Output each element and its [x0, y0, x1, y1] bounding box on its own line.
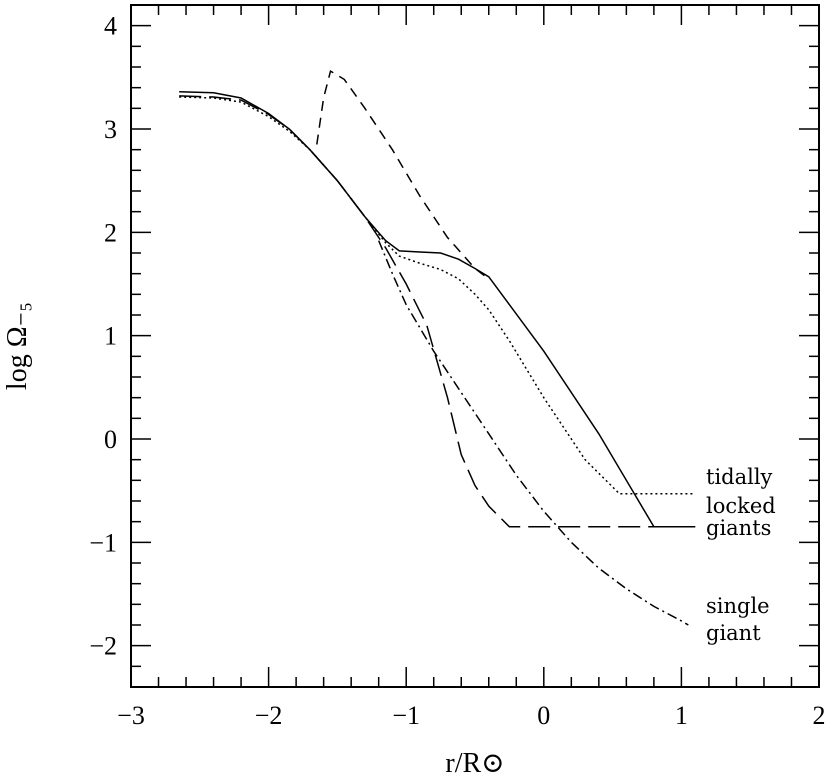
- x-axis-title: r/R⊙: [445, 748, 504, 779]
- x-tick-label: 2: [813, 701, 826, 730]
- annotation-tidally-locked: tidally locked giants: [706, 465, 776, 540]
- y-tick-label: −2: [89, 632, 117, 661]
- annotation-line-giant: giant: [706, 621, 761, 645]
- series-lines: [179, 69, 696, 626]
- y-axis-title: log Ω₋₅: [2, 302, 33, 390]
- y-tick-label: 4: [104, 12, 117, 41]
- x-tick-label: 1: [675, 701, 688, 730]
- y-tick-label: 3: [104, 115, 117, 144]
- plot-frame: [130, 4, 820, 688]
- series-line-dotted: [179, 96, 696, 495]
- series-line-dash-dot: [378, 240, 689, 626]
- x-tick-label: −2: [255, 701, 283, 730]
- y-tick-label: 2: [104, 218, 117, 247]
- axis-ticks: [130, 4, 820, 688]
- series-line-long-dash: [179, 95, 696, 528]
- x-tick-label: −1: [392, 701, 420, 730]
- annotation-line-giants: giants: [706, 516, 771, 540]
- x-tick-label: −3: [117, 701, 145, 730]
- annotation-line-tidally: tidally: [706, 465, 773, 489]
- y-tick-label: 1: [104, 322, 117, 351]
- y-tick-label: −1: [89, 528, 117, 557]
- x-tick-label: 0: [537, 701, 550, 730]
- tick-labels: −3 −2 −1 0 1 2 −2 −1 0 1 2 3 4: [89, 12, 825, 730]
- series-line-short-dash: [316, 69, 487, 278]
- y-tick-label: 0: [104, 425, 117, 454]
- annotation-line-single: single: [706, 594, 770, 618]
- annotation-single-giant: single giant: [706, 594, 770, 645]
- annotation-line-locked: locked: [706, 494, 776, 518]
- series-line-solid: [179, 91, 696, 528]
